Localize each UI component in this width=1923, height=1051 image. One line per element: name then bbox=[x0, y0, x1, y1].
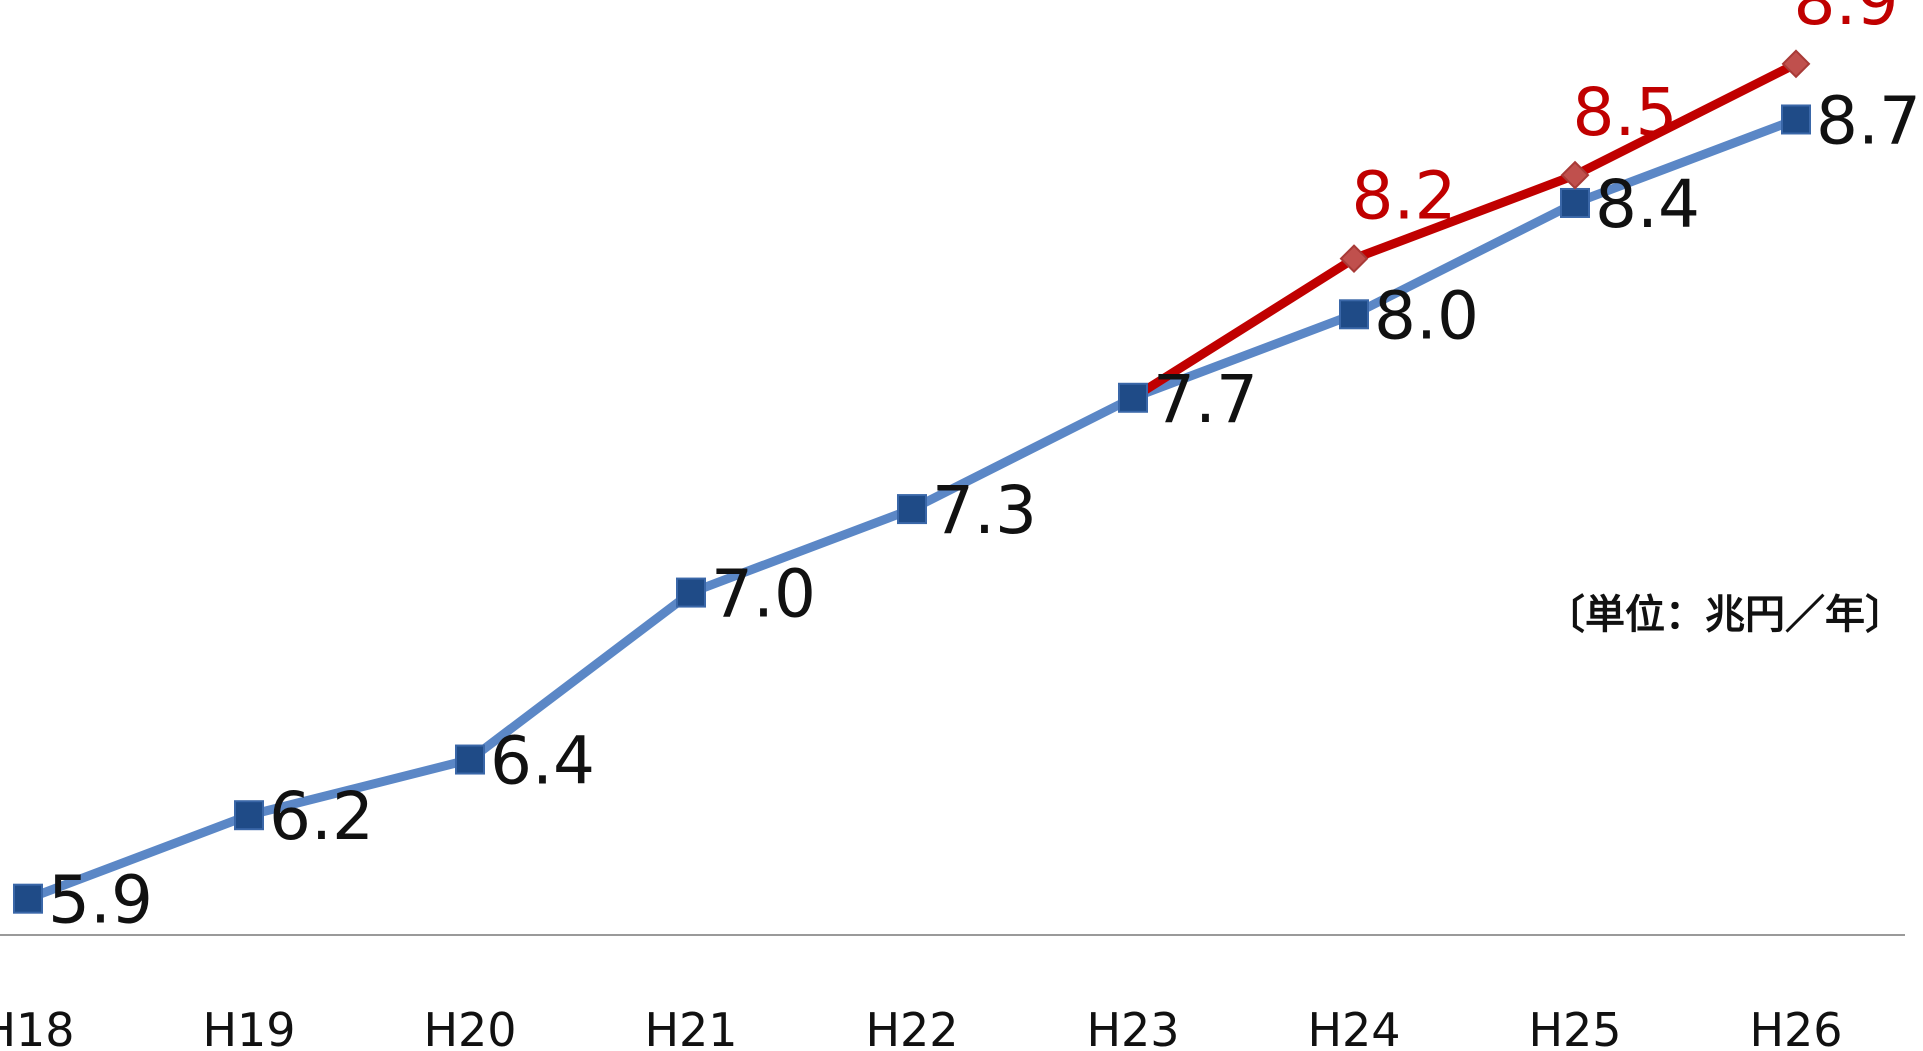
series-markers bbox=[13, 49, 1811, 914]
data-point-marker bbox=[13, 883, 43, 914]
x-axis-ticks: H18 H19 H20 H21 H22 H23 H24 H25 H26 bbox=[0, 1003, 1843, 1051]
data-point-marker bbox=[1781, 104, 1811, 135]
x-tick-label: H21 bbox=[644, 1003, 737, 1051]
data-point-marker bbox=[1781, 49, 1811, 79]
data-point-marker bbox=[897, 494, 927, 525]
data-point-marker bbox=[676, 577, 706, 608]
data-label: 7.7 bbox=[1153, 361, 1258, 438]
data-labels: 5.9 6.2 6.4 7.0 7.3 7.7 8.0 8.4 8.7 8.2 8.5 8.9 bbox=[48, 0, 1921, 939]
x-tick-label: H25 bbox=[1528, 1003, 1621, 1051]
data-point-marker bbox=[1118, 382, 1148, 413]
data-label: 8.7 bbox=[1816, 82, 1921, 159]
data-label: 8.5 bbox=[1573, 74, 1678, 151]
data-label: 8.0 bbox=[1374, 277, 1479, 354]
x-tick-label: H18 bbox=[0, 1003, 75, 1051]
data-label: 7.3 bbox=[932, 472, 1037, 549]
data-point-marker bbox=[1560, 187, 1590, 218]
data-label: 5.9 bbox=[48, 862, 153, 939]
x-tick-label: H24 bbox=[1307, 1003, 1400, 1051]
x-tick-label: H19 bbox=[202, 1003, 295, 1051]
data-label: 7.0 bbox=[711, 556, 816, 633]
data-point-marker bbox=[1339, 244, 1369, 274]
data-point-marker bbox=[234, 800, 264, 831]
series-line-1 bbox=[1128, 59, 1801, 403]
x-tick-label: H22 bbox=[865, 1003, 958, 1051]
data-label: 8.4 bbox=[1595, 166, 1700, 243]
data-point-marker bbox=[455, 744, 485, 775]
series-lines bbox=[23, 59, 1801, 904]
unit-label: 〔単位：兆円／年〕 bbox=[1545, 592, 1905, 638]
data-point-marker bbox=[1339, 299, 1369, 330]
data-point-marker bbox=[1560, 160, 1590, 190]
data-label: 6.2 bbox=[269, 778, 374, 855]
x-tick-label: H26 bbox=[1749, 1003, 1842, 1051]
x-tick-label: H20 bbox=[423, 1003, 516, 1051]
x-tick-label: H23 bbox=[1086, 1003, 1179, 1051]
data-label: 6.4 bbox=[490, 723, 595, 800]
data-label: 8.2 bbox=[1352, 158, 1457, 235]
data-label: 8.9 bbox=[1794, 0, 1899, 40]
